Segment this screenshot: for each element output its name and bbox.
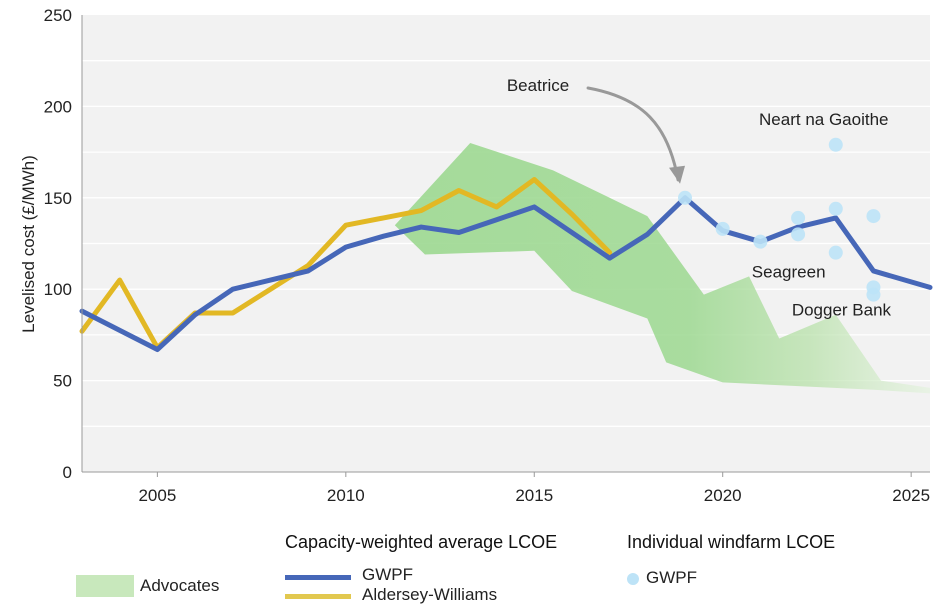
series-line-gwpf <box>79 195 933 353</box>
windfarm-point <box>715 221 730 236</box>
legend-point-label: GWPF <box>646 568 697 587</box>
legend-advocates-swatch <box>76 575 134 597</box>
windfarm-point <box>866 287 881 302</box>
x-tick-label: 2020 <box>704 486 742 505</box>
windfarm-point <box>678 190 693 205</box>
windfarm-point <box>791 227 806 242</box>
advocates-area <box>394 142 931 394</box>
y-axis-label: Levelised cost (£/MWh) <box>19 155 38 333</box>
x-tick-label: 2005 <box>138 486 176 505</box>
x-tick-label: 2025 <box>892 486 930 505</box>
legend-aldersey-swatch <box>285 594 351 599</box>
annotation-neart-na-gaoithe: Neart na Gaoithe <box>759 110 888 129</box>
windfarm-point <box>828 201 843 216</box>
annotation-beatrice: Beatrice <box>507 76 569 95</box>
annotation-arrow-line <box>586 86 680 182</box>
y-axis-ticks: 0 50 100 150 200 250 <box>44 6 72 482</box>
annotation-arrow-head <box>669 165 686 184</box>
legend-gwpf-label: GWPF <box>362 565 413 584</box>
windfarm-point <box>828 137 843 152</box>
windfarm-points <box>678 137 881 302</box>
legend-aldersey-label: Aldersey-Williams <box>362 585 498 604</box>
legend-advocates-label: Advocates <box>140 576 220 595</box>
windfarm-point <box>828 245 843 260</box>
windfarm-point <box>791 210 806 225</box>
annotations: Beatrice Neart na Gaoithe Seagreen Dogger B… <box>507 76 892 319</box>
windfarm-point <box>866 209 881 224</box>
x-tick-label: 2015 <box>515 486 553 505</box>
legend-heading-individual: Individual windfarm LCOE <box>627 532 836 552</box>
windfarm-point <box>753 234 768 249</box>
legend-heading-capacity: Capacity-weighted average LCOE <box>285 532 558 552</box>
y-tick-label: 100 <box>44 280 72 299</box>
y-tick-label: 0 <box>63 463 72 482</box>
y-tick-label: 250 <box>44 6 72 25</box>
legend-point-swatch <box>627 573 639 585</box>
annotation-seagreen: Seagreen <box>752 263 826 282</box>
legend-gwpf-swatch <box>285 575 351 580</box>
x-axis-ticks: 2005 2010 2015 2020 2025 <box>138 472 930 505</box>
y-tick-label: 200 <box>44 97 72 116</box>
y-tick-label: 150 <box>44 189 72 208</box>
series-lines <box>79 177 933 353</box>
advocates-area-shape <box>394 142 931 394</box>
y-tick-label: 50 <box>53 372 72 391</box>
x-tick-label: 2010 <box>327 486 365 505</box>
annotation-dogger-bank: Dogger Bank <box>792 300 892 319</box>
lcoe-chart: 0 50 100 150 200 250 2005 2010 2015 2020 2025 Bea… <box>19 6 933 505</box>
